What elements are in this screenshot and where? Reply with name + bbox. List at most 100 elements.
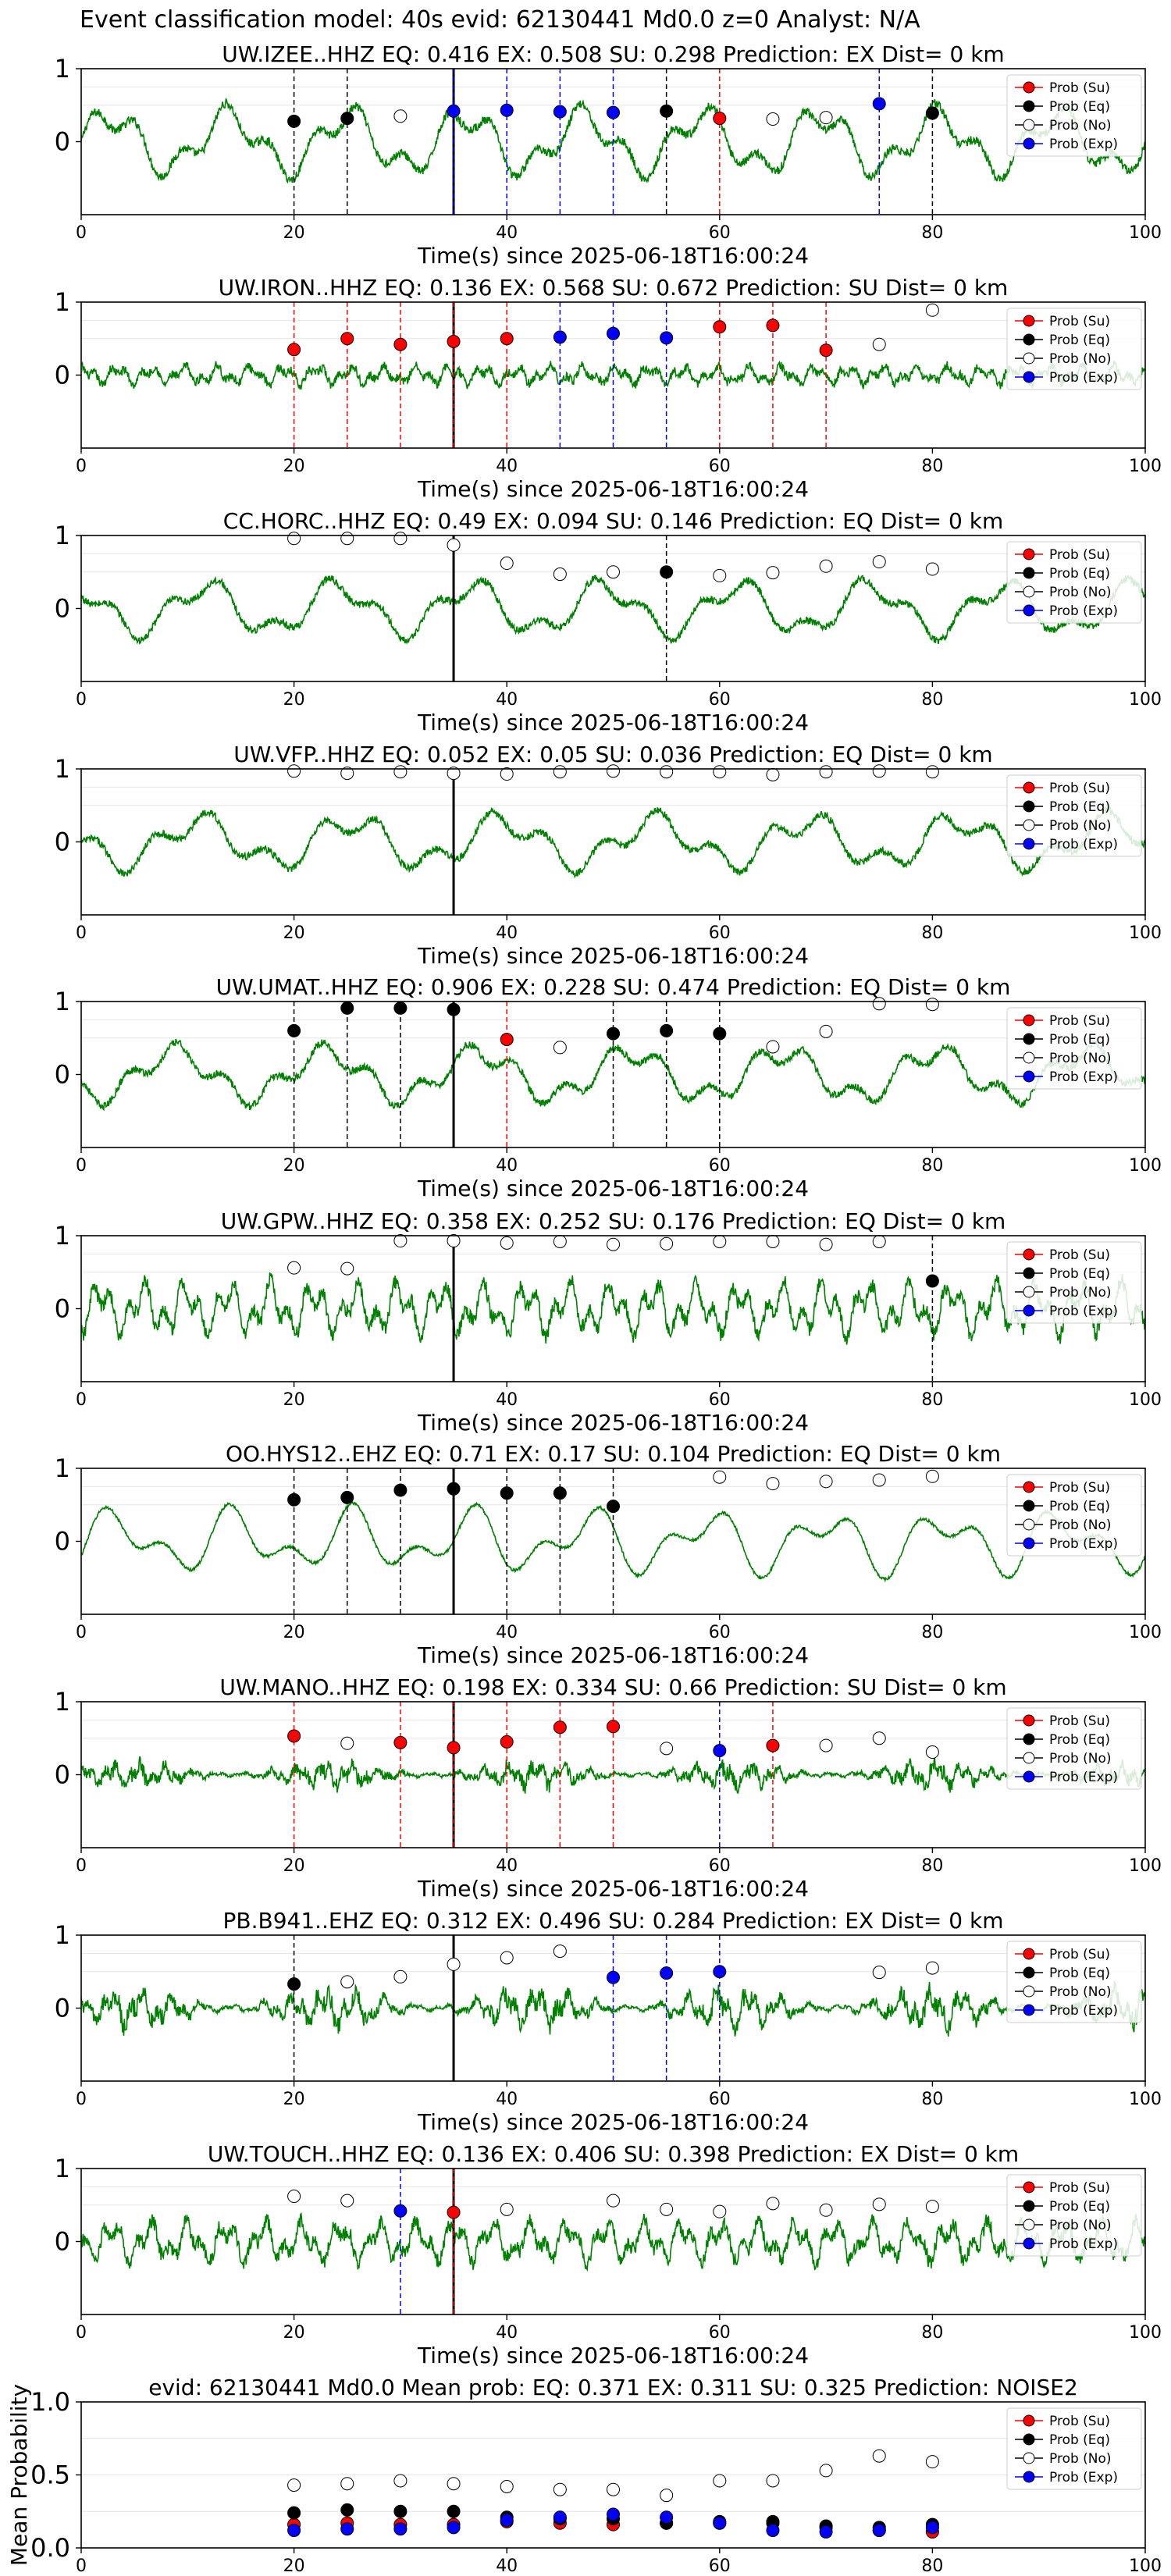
station-panel: UW.GPW..HHZ EQ: 0.358 EX: 0.252 SU: 0.17… <box>55 1208 1162 1436</box>
prob-su-point <box>393 1735 408 1749</box>
prob-no-point <box>393 1234 408 1248</box>
prob-no-point <box>447 767 461 781</box>
y-tick-label: 1 <box>55 287 70 317</box>
x-tick-label: 20 <box>283 2090 305 2109</box>
prob-eq-point <box>500 1486 514 1500</box>
legend-label: Prob (No) <box>1049 818 1112 834</box>
waveform-trace <box>80 1038 1146 1112</box>
legend-label: Prob (Exp) <box>1049 2236 1118 2252</box>
legend: Prob (Su) Prob (Eq) Prob (No) Prob (Exp) <box>1006 74 1142 157</box>
prob-no-point <box>393 109 408 123</box>
legend-marker-no <box>1023 1518 1035 1531</box>
prob-no-point <box>553 568 567 582</box>
panel-title: UW.TOUCH..HHZ EQ: 0.136 EX: 0.406 SU: 0.… <box>208 2141 1019 2167</box>
legend-label: Prob (Exp) <box>1049 2470 1118 2485</box>
x-tick-label: 60 <box>709 457 731 476</box>
prob-exp-point <box>660 331 674 345</box>
x-tick-label: 100 <box>1129 2323 1162 2343</box>
prob-no-point <box>925 303 939 317</box>
x-tick-label: 60 <box>709 690 731 710</box>
prob-no-point <box>553 765 567 779</box>
legend-label: Prob (Eq) <box>1049 2432 1110 2448</box>
prob-no-point <box>766 767 780 781</box>
legend: Prob (Su) Prob (Eq) Prob (No) Prob (Exp) <box>1006 2407 1142 2490</box>
waveform-trace <box>80 1272 1146 1345</box>
prob-no-point <box>607 2194 620 2208</box>
panel-title: UW.MANO..HHZ EQ: 0.198 EX: 0.334 SU: 0.6… <box>219 1674 1006 1700</box>
prob-su-point <box>340 332 354 346</box>
prob-no-point <box>766 566 780 580</box>
mean-prob-exp-point <box>766 2524 780 2538</box>
y-tick-label: 1 <box>55 987 70 1016</box>
legend-label: Prob (Su) <box>1049 2180 1110 2196</box>
prob-su-point <box>607 1720 620 1734</box>
legend-marker-su <box>1023 548 1035 560</box>
prob-no-point <box>340 1975 354 1989</box>
prob-no-point <box>925 1745 939 1759</box>
prob-su-point <box>553 1720 567 1735</box>
x-tick-label: 100 <box>1129 223 1162 243</box>
station-panel: PB.B941..EHZ EQ: 0.312 EX: 0.496 SU: 0.2… <box>55 1908 1162 2135</box>
x-axis-label: Time(s) since 2025-06-18T16:00:24 <box>417 476 809 502</box>
legend-label: Prob (Su) <box>1049 1947 1110 1962</box>
panel-title: UW.GPW..HHZ EQ: 0.358 EX: 0.252 SU: 0.17… <box>221 1208 1006 1234</box>
panel-title: UW.IZEE..HHZ EQ: 0.416 EX: 0.508 SU: 0.2… <box>222 41 1004 67</box>
prob-eq-point <box>925 1274 939 1288</box>
x-tick-label: 0 <box>76 1623 87 1642</box>
legend-label: Prob (No) <box>1049 351 1112 367</box>
legend: Prob (Su) Prob (Eq) Prob (No) Prob (Exp) <box>1006 1707 1142 1790</box>
prob-no-point <box>872 337 886 351</box>
legend-label: Prob (No) <box>1049 1751 1112 1767</box>
legend-marker-eq <box>1023 1267 1035 1279</box>
legend-label: Prob (No) <box>1049 2451 1112 2467</box>
prob-su-point <box>766 318 780 333</box>
y-tick-label: 0 <box>55 1294 70 1324</box>
legend-marker-exp <box>1023 137 1035 150</box>
x-tick-label: 0 <box>76 2323 87 2343</box>
x-tick-label: 40 <box>496 1390 518 1410</box>
x-tick-label: 80 <box>921 1623 943 1642</box>
axes-frame <box>80 768 1146 916</box>
prob-no-point <box>553 1041 567 1055</box>
prob-no-point <box>872 1966 886 1980</box>
legend-label: Prob (Exp) <box>1049 837 1118 852</box>
legend-box <box>1006 2174 1142 2257</box>
prob-su-point <box>766 1738 780 1752</box>
prob-su-point <box>500 332 514 346</box>
x-tick-label: 0 <box>76 457 87 476</box>
legend-marker-eq <box>1023 800 1035 813</box>
prob-no-point <box>925 1469 939 1483</box>
prob-su-point <box>500 1735 514 1749</box>
station-panel: UW.MANO..HHZ EQ: 0.198 EX: 0.334 SU: 0.6… <box>55 1674 1162 1902</box>
x-tick-label: 20 <box>283 1623 305 1642</box>
mean-prob-eq-point <box>287 2506 301 2520</box>
prob-no-point <box>607 1237 620 1251</box>
prob-exp-point <box>607 1970 620 1984</box>
prob-no-point <box>607 565 620 579</box>
x-tick-label: 20 <box>283 923 305 943</box>
prob-eq-point <box>660 1023 674 1037</box>
prob-no-point <box>340 1736 354 1750</box>
x-axis-label: Time(s) since 2025-06-18T16:00:24 <box>417 1410 809 1436</box>
waveform-trace <box>80 1980 1146 2037</box>
legend-marker-eq <box>1023 2433 1035 2446</box>
x-tick-label: 80 <box>921 2090 943 2109</box>
panel-title: UW.IRON..HHZ EQ: 0.136 EX: 0.568 SU: 0.6… <box>219 275 1009 301</box>
prob-eq-point <box>287 1023 301 1037</box>
legend: Prob (Su) Prob (Eq) Prob (No) Prob (Exp) <box>1006 1241 1142 1324</box>
y-tick-label: 1 <box>55 754 70 784</box>
legend-marker-su <box>1023 1481 1035 1493</box>
prob-eq-point <box>340 1490 354 1504</box>
legend-label: Prob (Exp) <box>1049 1770 1118 1785</box>
y-tick-label: 0.0 <box>30 2533 70 2563</box>
x-tick-label: 20 <box>283 1156 305 1176</box>
prob-eq-point <box>660 565 674 579</box>
prob-eq-point <box>607 1500 620 1514</box>
axes-frame <box>80 2168 1146 2315</box>
x-axis-label: Time(s) since 2025-06-18T16:00:24 <box>417 943 809 969</box>
legend-label: Prob (Eq) <box>1049 1732 1110 1748</box>
legend-marker-no <box>1023 1752 1035 1764</box>
mean-probability-panel: evid: 62130441 Md0.0 Mean prob: EQ: 0.37… <box>6 2375 1162 2576</box>
prob-no-point <box>872 1234 886 1248</box>
